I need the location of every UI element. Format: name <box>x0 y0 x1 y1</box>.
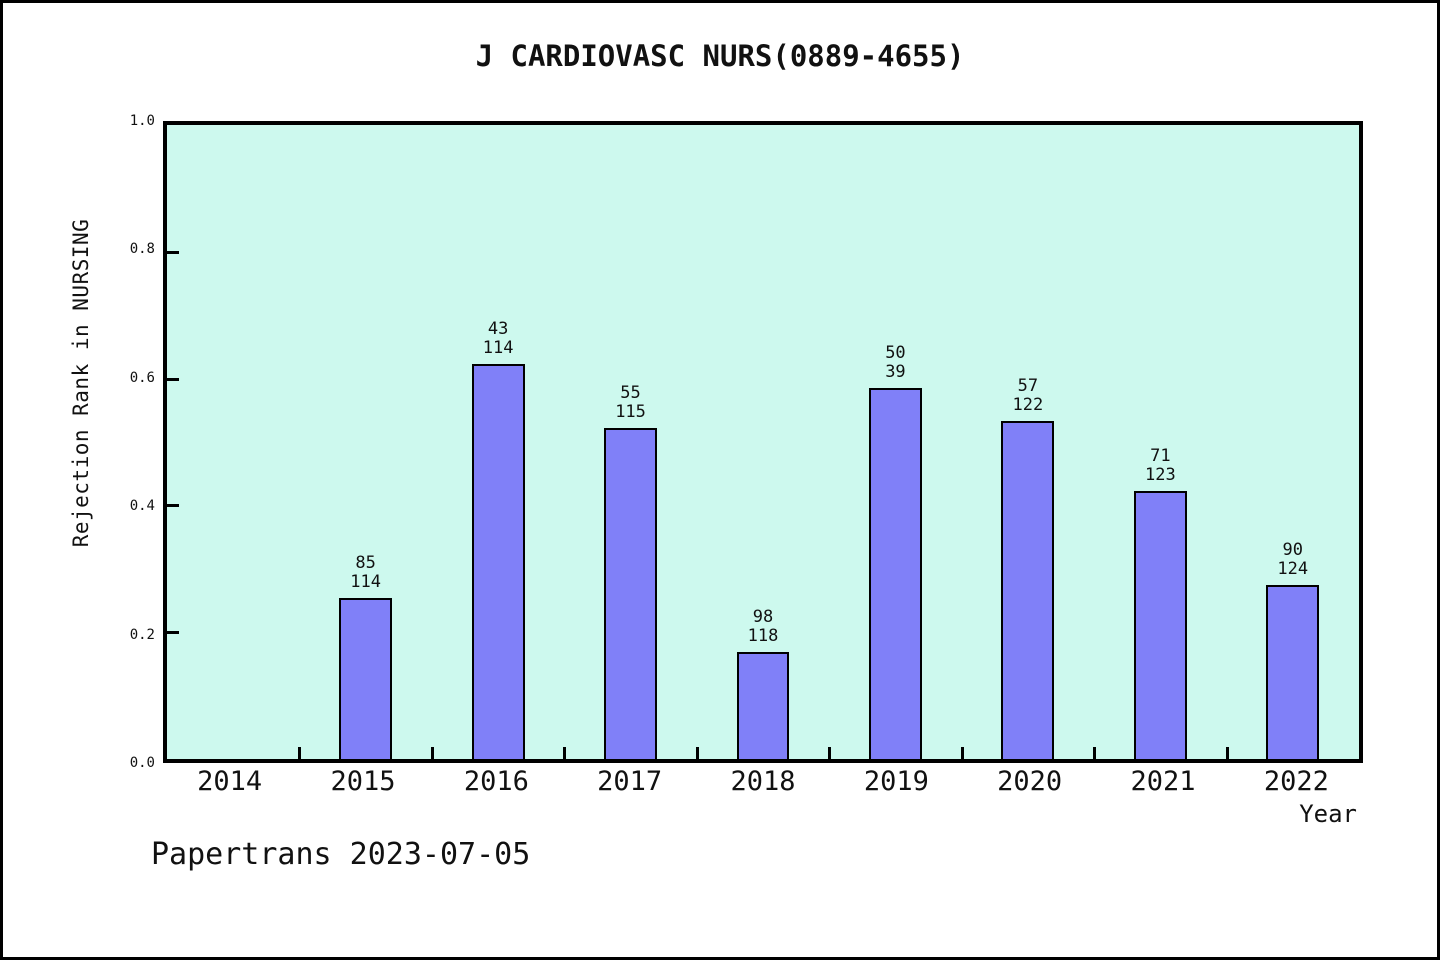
y-tick-label: 0.4 <box>129 498 155 515</box>
x-tick-label-2021: 2021 <box>1130 766 1196 797</box>
x-tick-label-2019: 2019 <box>863 766 929 797</box>
x-tick-label-2022: 2022 <box>1263 766 1329 797</box>
y-tick-label: 0.6 <box>129 369 155 386</box>
x-tick-mark <box>430 747 434 759</box>
bar-2016 <box>471 364 525 759</box>
x-tick-mark <box>695 747 699 759</box>
bar-value-label-2019: 50 39 <box>885 343 906 383</box>
y-tick-label: 0.8 <box>129 241 155 258</box>
x-tick-label-2017: 2017 <box>597 766 663 797</box>
y-tick-mark <box>167 631 179 635</box>
bar-value-label-2022: 90 124 <box>1277 540 1309 580</box>
bar-2019 <box>868 388 922 759</box>
bar-2021 <box>1133 490 1187 759</box>
y-tick-mark <box>167 504 179 508</box>
y-tick-label: 1.0 <box>129 113 155 129</box>
x-tick-mark <box>1225 747 1229 759</box>
bar-value-label-2020: 57 122 <box>1012 376 1044 416</box>
chart-title: J CARDIOVASC NURS(0889-4655) <box>475 39 965 73</box>
bar-value-label-2018: 98 118 <box>747 606 779 646</box>
bar-2018 <box>736 651 790 759</box>
x-tick-mark <box>828 747 832 759</box>
bar-value-label-2017: 55 115 <box>615 383 646 423</box>
bar-value-label-2016: 43 114 <box>482 319 514 359</box>
x-tick-mark <box>563 747 567 759</box>
plot-area: 85 114 43 114 55 115 98 118 50 39 57 122 71 12… <box>163 121 1363 763</box>
x-tick-label-2018: 2018 <box>730 766 796 797</box>
bar-2022 <box>1266 585 1320 759</box>
x-tick-label-2014: 2014 <box>197 766 263 797</box>
x-tick-mark <box>960 747 964 759</box>
y-tick-label: 0.2 <box>129 626 155 643</box>
y-axis-tick-labels: 0.0 0.2 0.4 0.6 0.8 1.0 <box>3 114 155 770</box>
footer-watermark: Papertrans 2023-07-05 <box>151 837 531 872</box>
y-tick-mark <box>167 377 179 381</box>
x-axis-tick-labels: 2014 2015 2016 2017 2018 2019 2020 2021 2022 <box>163 767 1363 801</box>
x-axis-title: Year <box>1299 800 1357 828</box>
y-tick-mark <box>167 250 179 254</box>
x-tick-label-2020: 2020 <box>997 766 1063 797</box>
bar-2017 <box>604 428 658 759</box>
bar-value-label-2021: 71 123 <box>1144 445 1176 485</box>
bar-value-label-2015: 85 114 <box>350 552 382 592</box>
y-tick-label: 0.0 <box>129 755 155 771</box>
x-tick-mark <box>1093 747 1097 759</box>
x-tick-mark <box>298 747 302 759</box>
x-tick-label-2016: 2016 <box>463 766 529 797</box>
x-tick-label-2015: 2015 <box>330 766 396 797</box>
bar-2015 <box>339 597 393 759</box>
bar-2020 <box>1001 421 1055 759</box>
